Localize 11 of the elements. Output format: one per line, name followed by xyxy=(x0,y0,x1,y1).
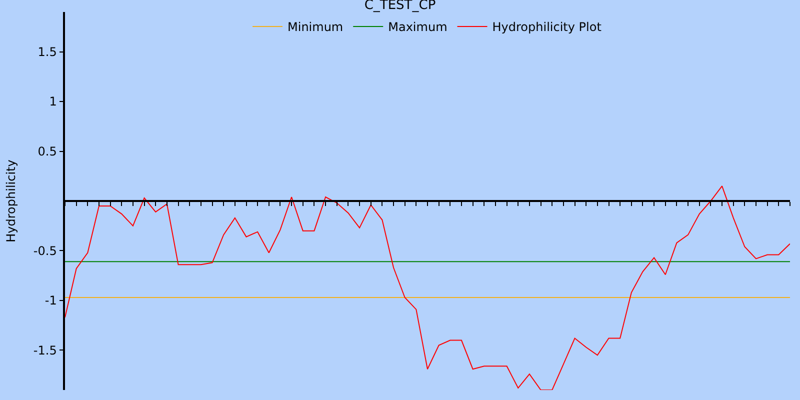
y-tick-label: 0.5 xyxy=(38,144,57,158)
legend-label: Maximum xyxy=(388,20,448,34)
y-tick-label: -0.5 xyxy=(33,244,57,258)
y-tick-label: -1 xyxy=(44,294,57,308)
y-tick-label: 1.5 xyxy=(38,44,57,59)
legend-label: Minimum xyxy=(288,20,344,34)
line-series xyxy=(65,186,790,390)
legend-label: Hydrophilicity Plot xyxy=(492,20,602,34)
y-tick-label: 1 xyxy=(49,94,57,109)
y-tick-label: -1.5 xyxy=(33,343,57,358)
y-axis-title: Hydrophilicity xyxy=(4,160,18,242)
